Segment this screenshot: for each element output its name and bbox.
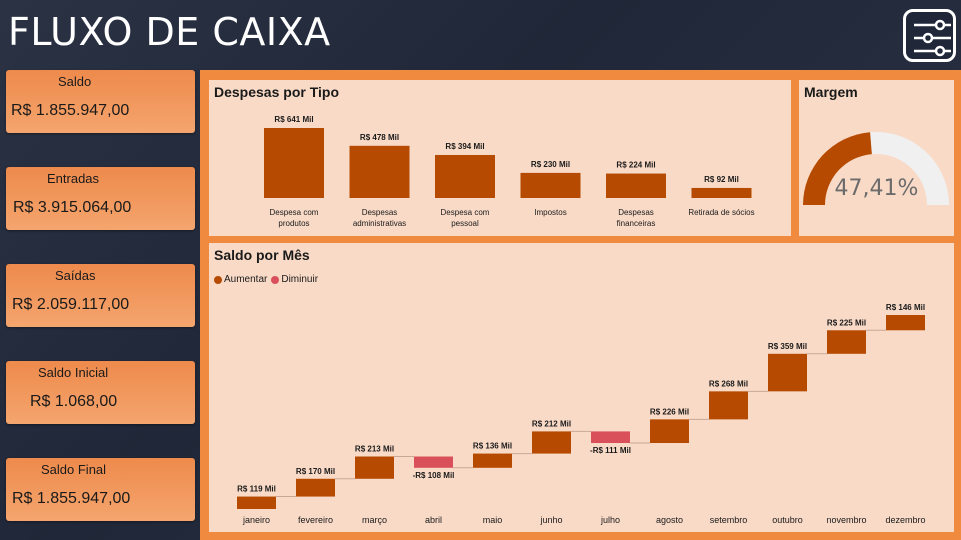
category-label: financeiras — [617, 219, 656, 228]
bar[interactable] — [520, 172, 581, 198]
month-label: fevereiro — [298, 515, 333, 525]
gauge-fill — [803, 132, 872, 205]
waterfall-bar[interactable] — [886, 315, 925, 331]
page-title: FLUXO DE CAIXA — [8, 10, 331, 54]
bar[interactable] — [264, 128, 324, 198]
kpi-card-saldo-inicial: Saldo Inicial R$ 1.068,00 — [6, 361, 195, 424]
panel-title: Saldo por Mês — [214, 247, 310, 263]
data-label: R$ 136 Mil — [473, 442, 512, 451]
waterfall-bar[interactable] — [473, 453, 512, 468]
category-label: Despesa com — [270, 208, 319, 217]
margem-panel: Margem 47,41% — [799, 80, 954, 236]
month-label: junho — [539, 515, 562, 525]
data-label: -R$ 111 Mil — [590, 446, 631, 455]
legend-label: Diminuir — [281, 274, 319, 285]
data-label: R$ 119 Mil — [237, 485, 276, 494]
legend-dot — [271, 275, 280, 284]
data-label: R$ 394 Mil — [445, 142, 484, 151]
waterfall-bar[interactable] — [414, 456, 453, 468]
kpi-value: R$ 2.059.117,00 — [12, 296, 130, 313]
category-label: administrativas — [353, 219, 406, 228]
month-label: agosto — [656, 515, 683, 525]
bar[interactable] — [691, 187, 752, 198]
data-label: R$ 359 Mil — [768, 342, 807, 351]
kpi-card-saldo-final: Saldo Final R$ 1.855.947,00 — [6, 458, 195, 521]
category-label: Despesas — [362, 208, 398, 217]
kpi-card-saidas: Saídas R$ 2.059.117,00 — [6, 264, 195, 327]
gauge-value: 47,41% — [834, 176, 919, 201]
data-label: R$ 268 Mil — [709, 379, 748, 388]
waterfall-bar[interactable] — [355, 456, 394, 479]
data-label: R$ 226 Mil — [650, 407, 689, 416]
month-label: janeiro — [242, 515, 270, 525]
data-label: R$ 213 Mil — [355, 444, 394, 453]
kpi-value: R$ 1.855.947,00 — [12, 490, 131, 507]
data-label: R$ 212 Mil — [532, 419, 571, 428]
data-label: R$ 641 Mil — [274, 115, 313, 124]
kpi-value: R$ 3.915.064,00 — [13, 199, 132, 216]
data-label: R$ 146 Mil — [886, 303, 925, 312]
data-label: R$ 170 Mil — [296, 467, 335, 476]
charts-frame: Despesas por Tipo R$ 641 Mil Despesa com p… — [200, 70, 961, 540]
legend-item-diminuir[interactable]: Diminuir — [271, 274, 318, 285]
month-label: julho — [600, 515, 620, 525]
waterfall-bar[interactable] — [709, 391, 748, 420]
saldo-panel: Saldo por Mês Aumentar Diminuir R$ 119 M… — [209, 243, 954, 532]
data-label: R$ 230 Mil — [531, 160, 570, 169]
kpi-value: R$ 1.855.947,00 — [11, 102, 130, 119]
bar[interactable] — [606, 173, 666, 198]
category-label: Retirada de sócios — [688, 208, 754, 217]
month-label: maio — [483, 515, 503, 525]
month-label: setembro — [710, 515, 748, 525]
filter-button[interactable] — [903, 9, 956, 62]
waterfall-bar[interactable] — [650, 419, 689, 444]
data-label: -R$ 108 Mil — [413, 471, 455, 480]
waterfall-bar[interactable] — [296, 478, 335, 497]
panel-title: Margem — [804, 84, 858, 100]
category-label: produtos — [278, 219, 309, 228]
waterfall-bar[interactable] — [591, 431, 630, 444]
legend-label: Aumentar — [224, 274, 268, 285]
chart-legend: Aumentar Diminuir — [214, 274, 318, 285]
category-label: pessoal — [451, 219, 479, 228]
month-label: novembro — [826, 515, 866, 525]
bar[interactable] — [435, 154, 495, 198]
despesas-panel: Despesas por Tipo R$ 641 Mil Despesa com p… — [209, 80, 791, 236]
category-label: Impostos — [534, 208, 566, 217]
panel-title: Despesas por Tipo — [214, 84, 340, 100]
saldo-chart: R$ 119 Mil janeiro R$ 170 Mil fevereiro R$ 2… — [237, 303, 926, 525]
legend-dot — [214, 275, 222, 284]
despesas-chart: R$ 641 Mil Despesa com produtos R$ 478 Mil D… — [264, 115, 755, 228]
category-label: Despesa com — [441, 208, 490, 217]
month-label: abril — [425, 515, 442, 525]
month-label: março — [362, 515, 387, 525]
data-label: R$ 225 Mil — [827, 318, 866, 327]
waterfall-bar[interactable] — [532, 431, 571, 454]
kpi-label: Saldo Final — [41, 462, 107, 477]
bar[interactable] — [349, 145, 410, 198]
waterfall-bar[interactable] — [827, 330, 866, 354]
kpi-label: Saldo — [58, 74, 92, 89]
kpi-label: Saídas — [55, 268, 96, 283]
kpi-label: Saldo Inicial — [38, 365, 109, 380]
sliders-icon — [914, 19, 951, 57]
kpi-label: Entradas — [47, 171, 100, 186]
waterfall-bar[interactable] — [768, 353, 807, 392]
legend-item-aumentar[interactable]: Aumentar — [214, 274, 267, 285]
gauge-track — [870, 132, 949, 205]
kpi-value: R$ 1.068,00 — [30, 393, 118, 410]
waterfall-bar[interactable] — [237, 496, 276, 509]
kpi-card-saldo: Saldo R$ 1.855.947,00 — [6, 70, 195, 133]
data-label: R$ 92 Mil — [704, 175, 739, 184]
month-label: outubro — [772, 515, 803, 525]
kpi-card-entradas: Entradas R$ 3.915.064,00 — [6, 167, 195, 230]
data-label: R$ 478 Mil — [360, 133, 399, 142]
month-label: dezembro — [885, 515, 925, 525]
data-label: R$ 224 Mil — [616, 161, 655, 170]
category-label: Despesas — [618, 208, 654, 217]
margem-gauge — [803, 132, 949, 205]
